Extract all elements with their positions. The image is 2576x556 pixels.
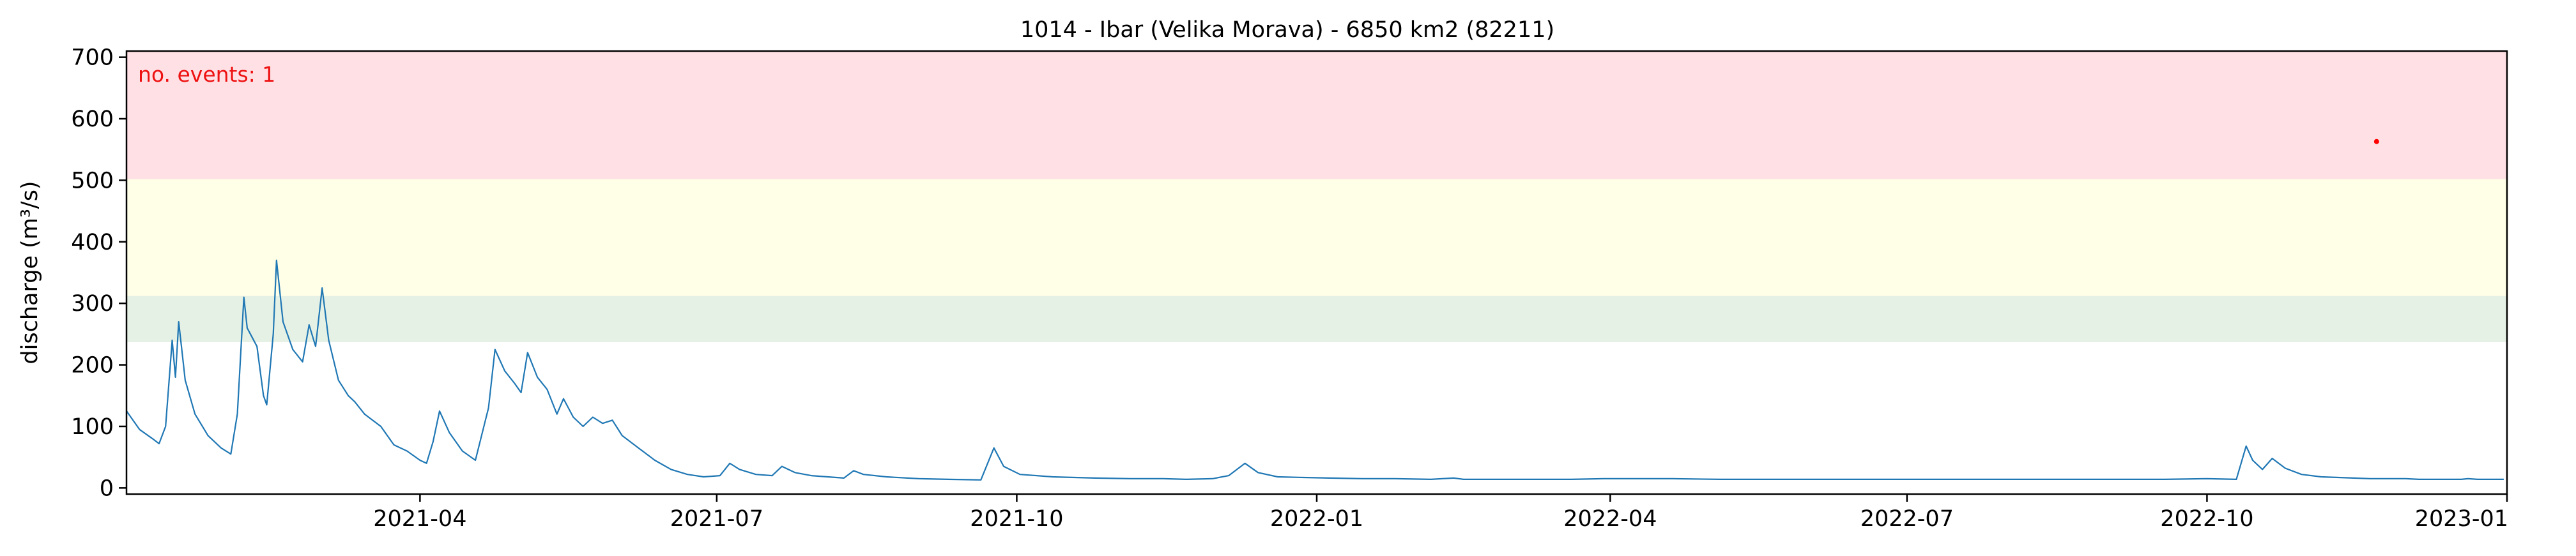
x-tick-label-2022-04: 2022-04 <box>1563 506 1657 532</box>
y-tick-label-500: 500 <box>71 168 114 193</box>
x-tick-label-2021-10: 2021-10 <box>970 506 1063 532</box>
y-tick-label-0: 0 <box>100 476 114 501</box>
threshold-band-0 <box>126 296 2507 342</box>
threshold-band-1 <box>126 179 2507 296</box>
series-layer <box>126 259 2504 481</box>
y-tick-label-600: 600 <box>71 107 114 132</box>
y-tick-label-200: 200 <box>71 353 114 379</box>
x-tick-label-2022-07: 2022-07 <box>1860 506 1954 532</box>
x-tick-label-2022-10: 2022-10 <box>2160 506 2253 532</box>
y-tick-label-300: 300 <box>71 291 114 317</box>
threshold-bands <box>126 51 2507 342</box>
events-annotation: no. events: 1 <box>138 62 275 87</box>
y-tick-label-700: 700 <box>71 45 114 71</box>
event-layer <box>2373 139 2379 144</box>
x-axis: 2021-04 2021-07 2021-10 2022-01 2022-04 2022-… <box>373 494 2508 532</box>
x-tick-label-2021-04: 2021-04 <box>373 506 466 532</box>
series-line-0 <box>126 259 2504 481</box>
chart-title: 1014 - Ibar (Velika Morava) - 6850 km2 (… <box>1020 17 1554 43</box>
x-tick-label-2022-01: 2022-01 <box>1270 506 1363 532</box>
event-marker-0 <box>2373 139 2379 144</box>
threshold-band-2 <box>126 51 2507 179</box>
y-tick-label-100: 100 <box>71 414 114 440</box>
y-axis: 0 100 200 300 400 500 600 700 <box>71 45 126 501</box>
y-tick-label-400: 400 <box>71 230 114 255</box>
y-axis-label: discharge (m³/s) <box>17 181 43 364</box>
x-tick-label-2023-01: 2023-01 <box>2415 506 2508 532</box>
x-tick-label-2021-07: 2021-07 <box>670 506 763 532</box>
